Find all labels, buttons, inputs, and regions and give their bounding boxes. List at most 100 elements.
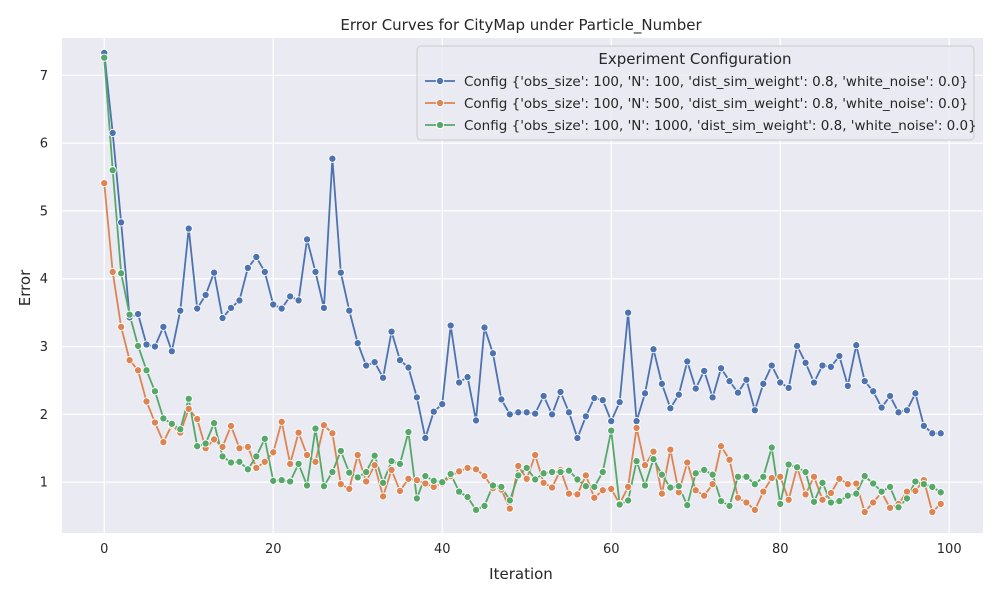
data-point [226, 458, 236, 467]
legend-marker-swatch [435, 76, 445, 86]
data-point [514, 408, 523, 417]
data-point [319, 421, 328, 430]
data-point [277, 476, 286, 485]
data-point [184, 404, 193, 413]
data-point [708, 470, 717, 479]
data-point [286, 292, 295, 301]
data-point [294, 459, 303, 468]
data-point [843, 491, 852, 500]
data-point [455, 378, 464, 387]
data-point [505, 504, 514, 513]
data-point [421, 479, 430, 488]
data-point [573, 490, 582, 499]
data-point [607, 426, 616, 435]
data-point [210, 268, 219, 277]
data-point [311, 457, 320, 466]
data-point [395, 486, 405, 496]
legend-marker-swatch [435, 120, 445, 130]
data-point [564, 489, 574, 498]
data-point [590, 482, 599, 491]
data-point [902, 494, 912, 503]
data-point [379, 373, 388, 382]
data-point [607, 417, 616, 426]
data-point [302, 481, 312, 490]
data-point [100, 53, 109, 62]
data-point [514, 461, 523, 470]
data-point [759, 487, 768, 496]
series-points-2 [100, 53, 945, 515]
data-point [269, 476, 278, 485]
data-point [336, 268, 345, 277]
data-point [564, 408, 574, 417]
data-point [260, 434, 269, 443]
x-axis-label: Iteration [489, 565, 553, 583]
x-tick-label: 100 [937, 542, 962, 557]
data-point [438, 478, 447, 487]
data-point [556, 387, 565, 397]
x-tick-label: 40 [434, 542, 451, 557]
data-point [514, 471, 523, 480]
data-point [759, 472, 768, 481]
data-point [657, 489, 666, 498]
data-point [488, 481, 497, 490]
data-point [632, 457, 641, 466]
data-point [928, 507, 937, 517]
data-point [277, 304, 286, 313]
data-point [471, 465, 481, 474]
data-point [590, 493, 599, 502]
data-point [133, 366, 143, 375]
data-point [691, 469, 700, 478]
data-point [852, 479, 861, 488]
data-point [683, 458, 692, 467]
data-point [548, 483, 557, 492]
data-point [438, 400, 447, 409]
data-point [877, 403, 886, 412]
data-point [252, 452, 261, 461]
data-point [928, 482, 937, 491]
data-point [776, 378, 785, 387]
data-point [336, 446, 345, 456]
data-point [159, 414, 168, 423]
data-point [835, 351, 844, 361]
data-point [379, 492, 388, 501]
data-point [412, 476, 421, 485]
data-point [294, 428, 303, 437]
data-point [522, 474, 531, 483]
data-point [556, 467, 565, 477]
data-point [167, 347, 176, 356]
data-point [860, 507, 869, 517]
data-point [404, 474, 413, 483]
x-tick-labels: 0 20 40 60 80 100 [100, 542, 962, 557]
data-point [624, 482, 633, 491]
data-point [666, 445, 675, 454]
data-point [700, 465, 709, 474]
legend: Experiment Configuration Config {'obs_si… [416, 45, 977, 141]
legend-label: Config {'obs_size': 100, 'N': 100, 'dist… [464, 74, 968, 90]
data-point [497, 395, 506, 404]
data-point [869, 498, 878, 507]
series-line-0 [103, 52, 941, 439]
data-point [150, 418, 159, 427]
data-point [387, 465, 396, 474]
data-point [370, 358, 379, 367]
x-tick-label: 0 [100, 542, 108, 557]
data-point [548, 467, 557, 477]
data-point [632, 423, 641, 432]
data-point [379, 478, 388, 487]
y-tick-label: 4 [40, 272, 48, 287]
data-point [581, 412, 590, 421]
data-point [886, 503, 895, 512]
data-point [598, 486, 607, 495]
data-point [742, 375, 751, 384]
data-point [142, 340, 151, 349]
data-point [784, 460, 793, 469]
data-point [801, 467, 810, 477]
data-point [404, 363, 413, 372]
data-point [133, 341, 143, 350]
legend-entry-2: Config {'obs_size': 100, 'N': 1000, 'dis… [425, 118, 977, 134]
data-point [260, 457, 269, 466]
data-point [480, 501, 489, 510]
data-point [902, 406, 912, 415]
data-point [640, 389, 650, 398]
data-point [412, 393, 421, 402]
